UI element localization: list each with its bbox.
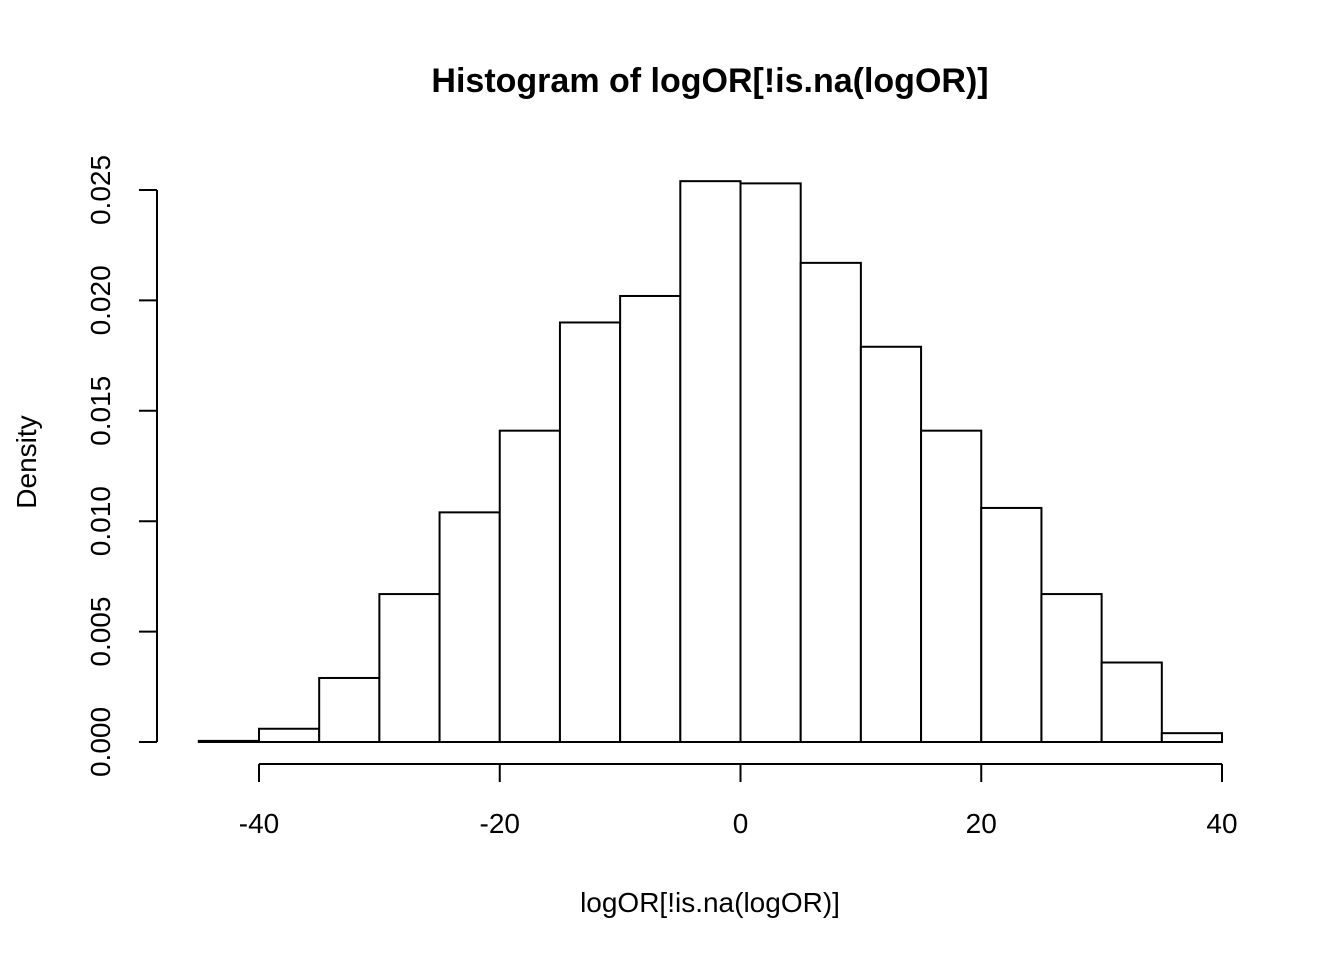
histogram-bar [1100,661,1163,744]
y-tick-label: 0.000 [85,707,116,777]
histogram-bar [197,739,260,743]
y-tick-label: 0.020 [85,265,116,335]
x-tick-label: 40 [1206,808,1237,839]
histogram-bar [1040,593,1103,744]
x-tick-label: 20 [966,808,997,839]
histogram-bar [920,429,983,743]
y-tick-label: 0.015 [85,376,116,446]
y-axis: 0.000 0.005 0.010 0.015 0.020 0.025 [85,155,158,777]
histogram-bar [859,345,923,743]
histogram-bar [799,261,862,743]
histogram-bar [679,180,742,743]
y-tick-label: 0.010 [85,486,116,556]
x-tick-label: -20 [480,808,520,839]
histogram-bar [258,727,321,744]
y-tick-label: 0.025 [85,155,116,225]
x-axis-label: logOR[!is.na(logOR)] [580,887,840,918]
histogram-bar [498,429,561,743]
histogram-bar [739,182,802,744]
y-axis-label: Density [11,415,42,508]
histogram-bar [438,511,501,743]
histogram-bar [980,506,1043,743]
histogram-bar [378,593,441,744]
x-axis: -40 -20 0 20 40 [239,763,1238,839]
histogram-bar [1160,732,1223,744]
histogram-bar [318,676,381,744]
y-tick-label: 0.005 [85,597,116,667]
x-tick-label: 0 [733,808,749,839]
x-tick-label: -40 [239,808,279,839]
chart-title: Histogram of logOR[!is.na(logOR)] [431,62,988,100]
histogram-bar [558,321,622,743]
histogram-bar [619,294,682,743]
histogram-bars [197,180,1223,744]
